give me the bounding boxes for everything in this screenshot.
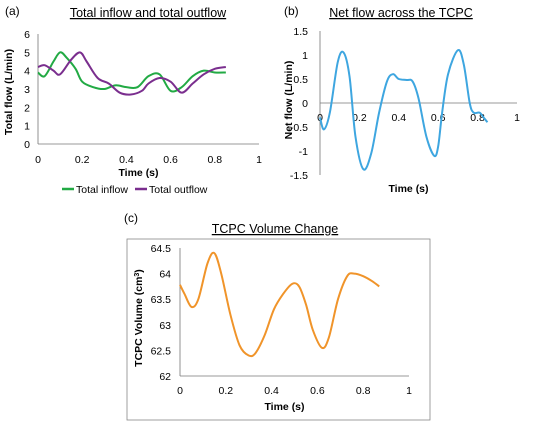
y-tick-label-a: 6 (24, 29, 30, 41)
chart-title-c: TCPC Volume Change (212, 222, 339, 236)
y-axis-label-c-end: ) (133, 269, 145, 273)
y-tick-label-b: 0.5 (293, 74, 308, 86)
x-tick-label-a: 0 (35, 154, 41, 166)
panel-a: (a) Total inflow and total outflow Total… (3, 4, 262, 196)
x-tick-label-c: 0.2 (218, 385, 233, 397)
panel-b: (b) Net flow across the TCPC Net flow (L… (283, 4, 520, 195)
panel-c: (c) TCPC Volume Change TCPC Volume (cm3)… (124, 211, 431, 421)
x-tick-label-c: 0.8 (356, 385, 371, 397)
x-axis-label-b: Time (s) (388, 183, 428, 195)
x-tick-label-a: 0.2 (75, 154, 90, 166)
x-tick-label-c: 0.4 (264, 385, 279, 397)
y-tick-label-a: 0 (24, 139, 30, 151)
legend-label-outflow: Total outflow (149, 184, 208, 196)
y-tick-label-a: 5 (24, 47, 30, 59)
x-tick-label-a: 0.4 (119, 154, 134, 166)
x-tick-label-b: 0.2 (352, 112, 367, 124)
y-axis-label-c-sup: 3 (134, 273, 141, 277)
plot-area-a (37, 51, 227, 96)
x-tick-label-b: 0.6 (431, 112, 446, 124)
y-axis-label-c-main: TCPC Volume (cm (133, 277, 145, 367)
y-tick-label-b: 1 (302, 50, 308, 62)
series-line-a-1 (37, 51, 227, 96)
x-tick-label-a: 1 (256, 154, 262, 166)
panel-label-b: (b) (284, 4, 299, 18)
plot-area-b (319, 48, 489, 171)
chart-title-b: Net flow across the TCPC (329, 6, 473, 20)
y-tick-label-b: -0.5 (290, 122, 308, 134)
y-axis-label-a: Total flow (L/min) (3, 49, 15, 135)
x-tick-label-b: 0.4 (391, 112, 406, 124)
y-tick-label-b: 0 (302, 98, 308, 110)
y-tick-label-a: 4 (24, 66, 30, 78)
axes-a: 0 1 2 3 4 5 6 0 0.2 0.4 0.6 0.8 1 Time (s) (24, 29, 262, 179)
y-tick-label-c: 62 (159, 371, 171, 383)
series-line-b-0 (319, 48, 489, 171)
axes-c: 64.5 64 63.5 63 62.5 62 0 0.2 0.4 0.6 0.8 1 Time (s) (151, 243, 413, 413)
legend-label-inflow: Total inflow (76, 184, 128, 196)
y-axis-label-c: TCPC Volume (cm3) (133, 269, 145, 367)
x-axis-label-a: Time (s) (118, 167, 158, 179)
y-tick-label-a: 1 (24, 121, 30, 133)
x-tick-label-c: 0.6 (310, 385, 325, 397)
y-axis-label-b: Net flow (L/min) (283, 61, 295, 140)
y-tick-label-a: 2 (24, 102, 30, 114)
x-tick-label-c: 1 (406, 385, 412, 397)
panel-c-border (126, 238, 431, 421)
x-tick-label-b: 1 (514, 112, 520, 124)
x-tick-label-a: 0.8 (207, 154, 222, 166)
y-tick-label-b: 1.5 (293, 26, 308, 38)
y-tick-label-b: -1 (299, 146, 308, 158)
y-tick-label-c: 63.5 (151, 294, 172, 306)
plot-area-c (179, 251, 380, 358)
chart-title-a: Total inflow and total outflow (70, 6, 227, 20)
y-tick-label-b: -1.5 (290, 170, 308, 182)
series-line-a-0 (37, 51, 226, 93)
y-tick-label-a: 3 (24, 84, 30, 96)
y-tick-label-c: 64 (159, 269, 171, 281)
panel-label-c: (c) (124, 211, 138, 225)
y-tick-label-c: 62.5 (151, 345, 172, 357)
legend-a: Total inflow Total outflow (62, 184, 208, 196)
x-tick-label-a: 0.6 (163, 154, 178, 166)
x-axis-label-c: Time (s) (264, 401, 304, 413)
series-line-c-0 (179, 251, 380, 358)
y-tick-label-c: 63 (159, 320, 171, 332)
y-tick-label-c: 64.5 (151, 243, 172, 255)
x-tick-label-c: 0 (177, 385, 183, 397)
panel-label-a: (a) (5, 4, 20, 18)
